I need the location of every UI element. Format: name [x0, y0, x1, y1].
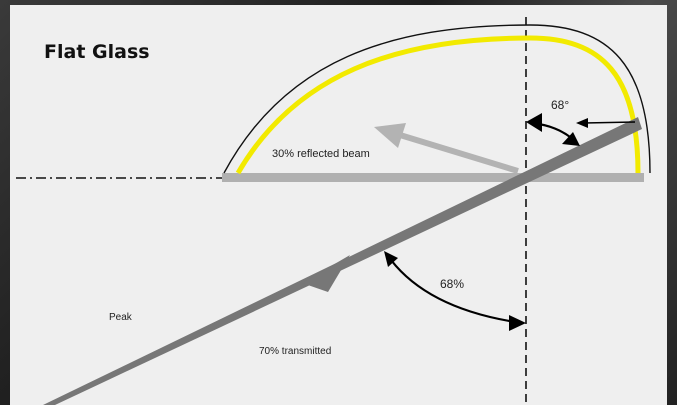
transmitted-label: 70% transmitted	[259, 346, 332, 357]
bottom-angle-label: 68%	[440, 277, 465, 291]
incident-indicator-arrowhead	[576, 118, 588, 128]
angle-arrowhead-bottom-right	[509, 315, 526, 331]
top-angle-label: 68°	[551, 98, 570, 112]
glass-plate	[222, 173, 644, 182]
flat-glass-diagram	[16, 17, 651, 405]
yellow-arc	[235, 35, 641, 175]
reflected-beam-arrowhead	[374, 123, 406, 148]
reflected-beam-label: 30% reflected beam	[272, 148, 370, 160]
page-title: Flat Glass	[44, 41, 150, 63]
angle-arc-bottom	[390, 259, 523, 325]
reflected-beam	[399, 132, 519, 174]
angle-arrowhead-top-right	[562, 132, 580, 146]
transmitted-arrowhead	[302, 255, 350, 292]
peak-label: Peak	[109, 312, 132, 323]
angle-arrowhead-bottom-top	[384, 251, 398, 267]
incident-indicator-line	[583, 121, 636, 124]
diagram-panel: Flat Glass 30% reflected beam 68° 68% Pe…	[10, 5, 667, 405]
outer-arc	[223, 24, 651, 174]
angle-arrowhead-top-left	[526, 113, 542, 132]
